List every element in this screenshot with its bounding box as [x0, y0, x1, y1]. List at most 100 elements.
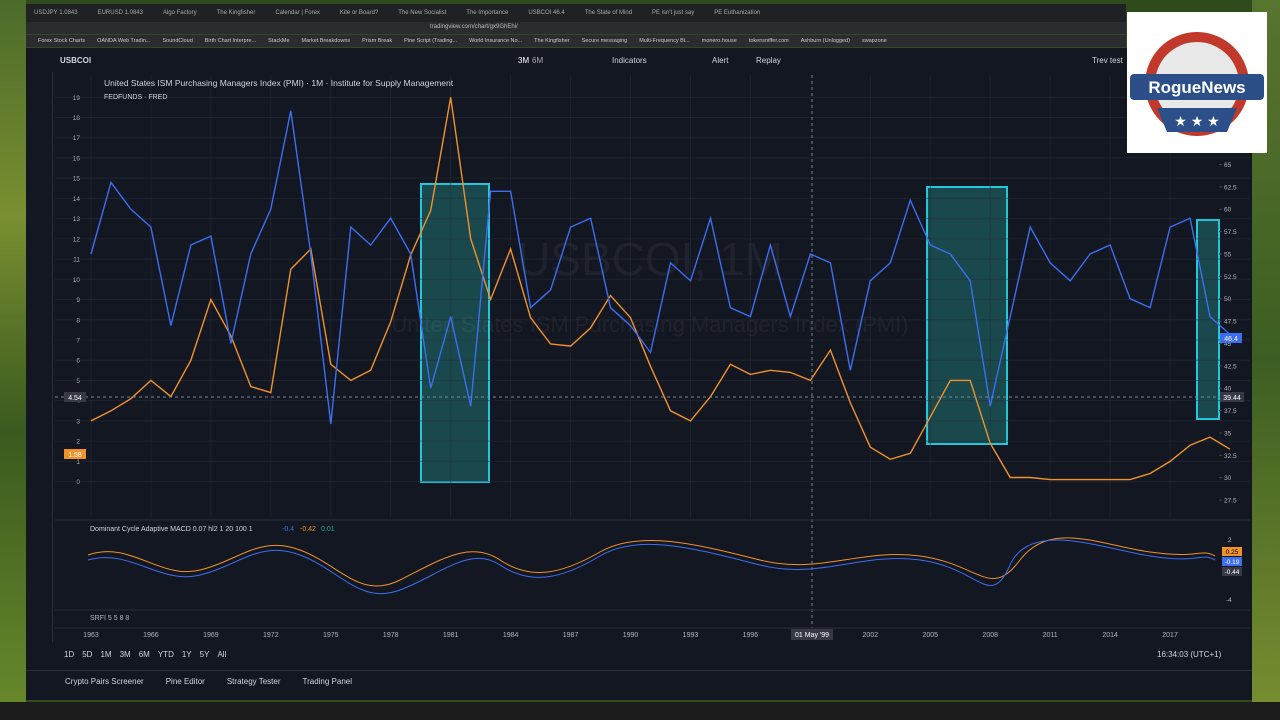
logo-stars: ★ ★ ★ — [1174, 113, 1219, 129]
desktop-wallpaper — [0, 0, 26, 720]
x-tick-label: 1990 — [623, 632, 639, 639]
y-tick-label: 16 — [73, 155, 81, 162]
browser-tab[interactable]: Algo Factory — [162, 10, 197, 16]
bottom-tab[interactable]: Trading Panel — [302, 677, 353, 686]
bottom-tab[interactable]: Pine Editor — [165, 677, 205, 686]
scale-label: -4 — [1226, 597, 1232, 604]
url[interactable]: tradingview.com/chart/gx9GhEhi/ — [430, 24, 518, 30]
srfi-label: SRFI 5 5 8 8 — [90, 615, 129, 622]
bookmark[interactable]: Secure messaging — [581, 38, 628, 44]
browser-tab[interactable]: USBCOI 46.4 — [528, 10, 565, 16]
browser-tab[interactable]: Kite or Board? — [339, 10, 379, 16]
y2-tick-label: 60 — [1224, 207, 1232, 214]
y-tick-label: 1 — [76, 459, 80, 466]
x-tick-label: 1987 — [563, 632, 579, 639]
bookmark[interactable]: monero.house — [701, 38, 737, 44]
y-tick-label: 12 — [73, 236, 81, 243]
alert-button[interactable]: Alert — [712, 56, 729, 65]
x-tick-label: 2002 — [863, 632, 879, 639]
browser-tab[interactable]: The Kingfisher — [216, 10, 256, 16]
y-tick-label: 8 — [76, 317, 80, 324]
layout-name[interactable]: Trev test — [1092, 56, 1123, 65]
interval[interactable]: 6M — [532, 56, 544, 65]
browser-tab[interactable]: Calendar | Forex — [275, 10, 320, 16]
highlight-box — [926, 186, 1008, 445]
browser-tab[interactable]: The Importance — [466, 10, 509, 16]
browser-tab[interactable]: The State of Mind — [584, 10, 633, 16]
timeframe-button[interactable]: 5D — [82, 650, 93, 659]
bookmark[interactable]: The Kingfisher — [534, 38, 570, 44]
browser-tab[interactable]: The New Socialist — [398, 10, 447, 16]
badge — [1222, 557, 1242, 566]
y2-tick-label: 40 — [1224, 386, 1232, 393]
replay-button[interactable]: Replay — [756, 56, 781, 65]
timeframe-button[interactable]: 1D — [64, 650, 75, 659]
timeframe-button[interactable]: 3M — [119, 650, 131, 659]
badge-text: 46.4 — [1224, 336, 1238, 343]
x-tick-label: 1978 — [383, 632, 399, 639]
x-tick-label: 1984 — [503, 632, 519, 639]
x-tick-label: 2017 — [1162, 632, 1178, 639]
bookmark[interactable]: swapzone — [862, 38, 887, 44]
timeframe-buttons: 1D 5D 1M 3M 6M YTD 1Y 5Y All — [64, 650, 226, 659]
bookmark[interactable]: Prism Break — [362, 38, 393, 44]
bookmark[interactable]: World Insurance No... — [469, 38, 523, 44]
bookmark[interactable]: Pine Script (Trading... — [404, 38, 458, 44]
bookmark[interactable]: SoundCloud — [162, 38, 193, 44]
bottom-tab[interactable]: Strategy Tester — [226, 677, 281, 686]
bookmark[interactable]: OANDA Web Tradin... — [97, 38, 151, 44]
bookmark[interactable]: Birth Chart Interpre... — [204, 38, 257, 44]
bottom-tabs: Crypto Pairs Screener Pine Editor Strategy… — [26, 670, 1252, 692]
y-tick-label: 5 — [76, 378, 80, 385]
badge-text: -0.19 — [1225, 559, 1240, 566]
symbol[interactable]: USBCOI — [60, 56, 92, 65]
badge-text: 1.58 — [68, 452, 82, 459]
y-tick-label: 13 — [73, 216, 81, 223]
browser-tab[interactable]: USDJPY 1.0843 — [34, 10, 78, 16]
timeframe-button[interactable]: 5Y — [199, 650, 210, 659]
badge — [64, 392, 86, 402]
timeframe-button[interactable]: 6M — [138, 650, 150, 659]
bookmark[interactable]: Forex Stock Charts — [38, 38, 86, 44]
crosshair-label: 01 May '99 — [795, 632, 829, 639]
timeframe-button[interactable]: YTD — [157, 650, 174, 659]
badge — [1222, 567, 1242, 576]
badge-text: 4.54 — [68, 395, 82, 402]
x-tick-label: 2005 — [922, 632, 938, 639]
indicators-button[interactable]: Indicators — [612, 56, 647, 65]
crosshair-badge — [791, 629, 833, 640]
y2-tick-label: 37.5 — [1224, 408, 1237, 415]
y2-tick-label: 50 — [1224, 296, 1232, 303]
bookmark[interactable]: Ashburn (Unlogged) — [800, 38, 850, 44]
legend-second: FEDFUNDS · FRED — [104, 94, 167, 101]
y2-tick-label: 62.5 — [1224, 184, 1237, 191]
y-tick-label: 11 — [73, 257, 80, 264]
macd-signal — [87, 537, 1216, 587]
bookmark[interactable]: Market Breakdowns — [301, 38, 351, 44]
y2-tick-label: 30 — [1224, 475, 1232, 482]
x-tick-label: 1975 — [323, 632, 339, 639]
top-toolbar: USBCOI 3M 6M Indicators Alert Replay Tre… — [26, 50, 1252, 72]
bookmark[interactable]: StackMe — [268, 38, 290, 44]
browser-tab[interactable]: PE isn't just say — [652, 10, 695, 16]
interval[interactable]: 3M — [518, 56, 530, 65]
timeframe-button[interactable]: 1M — [100, 650, 112, 659]
bookmark[interactable]: tokensniffer.com — [748, 38, 789, 44]
bottom-tab[interactable]: Crypto Pairs Screener — [65, 677, 144, 686]
y2-tick-label: 52.5 — [1224, 274, 1237, 281]
timeframe-button[interactable]: All — [217, 650, 227, 659]
indicator-value: 0.01 — [321, 526, 335, 533]
browser-tab[interactable]: EURUSD 1.0843 — [97, 10, 143, 16]
macd-line — [87, 539, 1216, 595]
badge-text: 39.44 — [1223, 395, 1241, 402]
y2-tick-label: 65 — [1224, 162, 1232, 169]
y-tick-label: 2 — [76, 439, 80, 446]
browser-tab[interactable]: PE Euthanization — [714, 10, 761, 16]
bookmark[interactable]: Multi-Frequency Bl... — [639, 38, 690, 44]
badge-text: -0.44 — [1225, 569, 1240, 576]
timeframe-button[interactable]: 1Y — [181, 650, 192, 659]
badge — [64, 449, 86, 459]
x-tick-label: 1981 — [443, 632, 459, 639]
x-tick-label: 1969 — [203, 632, 219, 639]
